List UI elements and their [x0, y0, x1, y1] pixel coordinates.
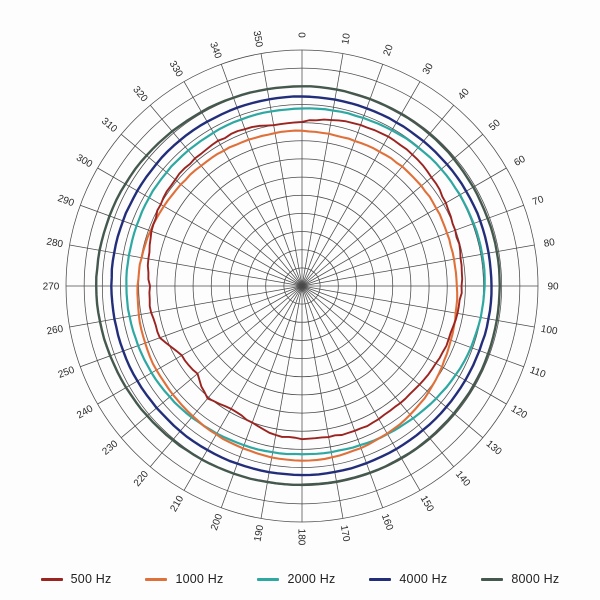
angle-label: 170 [338, 524, 352, 543]
legend-swatch-2000hz [257, 577, 280, 581]
polar-grid-spoke [260, 285, 303, 519]
polar-grid-spoke [301, 285, 344, 519]
legend-label-2000hz: 2000 Hz [287, 572, 336, 586]
angle-label: 120 [509, 403, 529, 421]
polar-grid-spoke [301, 285, 524, 368]
legend-label-4000hz: 4000 Hz [399, 572, 448, 586]
polar-grid-spoke [80, 204, 303, 287]
polar-grid-spoke [69, 244, 303, 287]
legend-swatch-8000hz [481, 577, 504, 581]
polar-grid-spoke [69, 285, 303, 328]
angle-label: 40 [456, 86, 472, 102]
polar-grid-spoke [150, 104, 303, 287]
polar-grid-spoke [97, 167, 303, 287]
polar-grid-spoke [183, 285, 303, 491]
angle-label: 80 [543, 237, 556, 250]
angle-label: 100 [540, 324, 559, 338]
angle-label: 310 [99, 116, 119, 135]
curve-8000hz [95, 85, 501, 487]
polar-grid-spoke [80, 285, 303, 368]
curve-500hz [146, 118, 464, 441]
angle-label: 300 [74, 152, 94, 170]
angle-label: 240 [75, 403, 95, 421]
legend-item-8000hz: 8000 Hz [481, 572, 559, 586]
angle-label: 160 [379, 513, 395, 533]
legend-swatch-4000hz [369, 577, 392, 581]
angle-label: 250 [57, 365, 77, 381]
angle-label: 290 [56, 193, 76, 209]
angle-label: 110 [528, 365, 547, 381]
angle-label: 90 [547, 282, 559, 293]
polar-grid-spoke [301, 134, 484, 287]
polar-grid-spoke [301, 285, 454, 468]
polar-grid-spoke [301, 285, 507, 405]
polar-grid-spoke [301, 64, 384, 287]
legend-item-1000hz: 1000 Hz [145, 572, 223, 586]
angle-label: 330 [167, 59, 185, 79]
angle-label: 130 [484, 438, 504, 457]
polar-grid-spoke [120, 285, 303, 438]
legend-label-8000hz: 8000 Hz [511, 572, 560, 586]
polar-grid-spoke [301, 53, 344, 287]
angle-label: 350 [251, 30, 265, 49]
legend-label-500hz: 500 Hz [70, 572, 112, 586]
angle-label: 320 [130, 84, 149, 104]
angle-label: 70 [531, 194, 546, 208]
angle-label: 200 [209, 512, 225, 532]
polar-grid-spoke [220, 64, 303, 287]
curve-2000hz [125, 107, 486, 456]
legend-item-500hz: 500 Hz [40, 572, 112, 586]
angle-label: 50 [487, 117, 503, 133]
legend-swatch-1000hz [145, 577, 168, 581]
angle-label: 260 [46, 324, 65, 338]
angle-label: 340 [207, 41, 223, 61]
angle-label: 210 [168, 494, 186, 514]
angle-label: 30 [421, 61, 436, 77]
angle-label: 270 [43, 282, 60, 293]
legend-swatch-500hz [40, 577, 63, 581]
legend-label-1000hz: 1000 Hz [175, 572, 224, 586]
curve-4000hz [110, 95, 493, 477]
angle-label: 220 [132, 469, 151, 489]
polar-grid-spoke [301, 285, 421, 491]
polar-grid-spoke [301, 285, 384, 508]
polar-grid-spoke [220, 285, 303, 508]
angle-label: 280 [45, 237, 64, 251]
polar-grid-spoke [97, 285, 303, 405]
polar-grid-spoke [301, 285, 484, 438]
angle-label: 10 [340, 32, 353, 45]
legend: 500 Hz 1000 Hz 2000 Hz 4000 Hz 8000 Hz [0, 572, 600, 586]
polar-grid-spoke [301, 81, 421, 287]
legend-item-4000hz: 4000 Hz [369, 572, 447, 586]
angle-label: 180 [296, 529, 307, 546]
angle-label: 140 [453, 469, 472, 489]
angle-label: 20 [382, 43, 396, 58]
polar-grid-spoke [120, 134, 303, 287]
polar-grid-spoke [301, 104, 454, 287]
polar-grid-spoke [150, 285, 303, 468]
curve-1000hz [136, 129, 459, 462]
polar-grid-spoke [183, 81, 303, 287]
polar-grid-spoke [260, 53, 303, 287]
angle-label: 60 [512, 154, 528, 169]
legend-item-2000hz: 2000 Hz [257, 572, 335, 586]
angle-label: 230 [100, 438, 120, 457]
angle-label: 190 [253, 524, 267, 543]
angle-label: 0 [296, 32, 307, 38]
angle-label: 150 [418, 494, 436, 514]
